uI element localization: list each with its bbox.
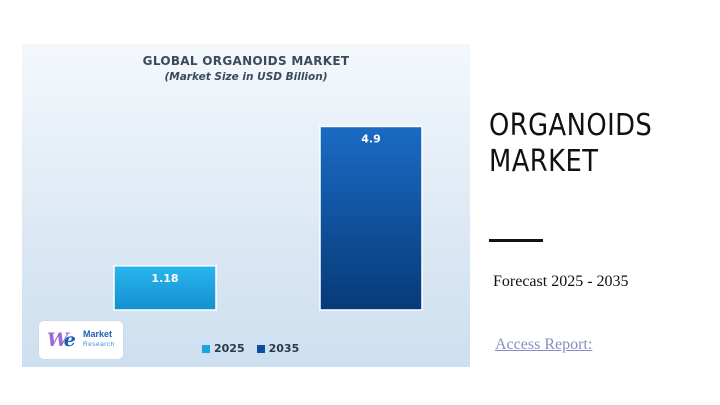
chart-panel: GLOBAL ORGANOIDS MARKET (Market Size in … xyxy=(22,44,470,367)
legend-label-2035: 2035 xyxy=(268,342,300,355)
logo-text-research: Research xyxy=(83,341,115,348)
legend-item-2035: 2035 xyxy=(256,342,300,355)
legend-label-2025: 2025 xyxy=(214,342,245,355)
legend-swatch-2035 xyxy=(256,344,265,353)
forecast-period: Forecast 2025 - 2035 xyxy=(493,273,629,290)
chart-title: GLOBAL ORGANOIDS MARKET xyxy=(142,54,350,68)
chart-subtitle: (Market Size in USD Billion) xyxy=(164,71,328,83)
title-divider xyxy=(489,239,543,242)
page-title-line1: ORGANOIDS xyxy=(489,108,653,143)
chart-legend: 2025 2035 xyxy=(202,342,299,355)
logo-mark: We xyxy=(47,329,76,351)
access-report-link[interactable]: Access Report: xyxy=(495,336,593,353)
legend-swatch-2025 xyxy=(202,344,210,353)
legend-item-2025: 2025 xyxy=(202,342,245,355)
bar-2035 xyxy=(319,125,423,311)
page-title-line2: MARKET xyxy=(489,144,599,179)
data-label-2035: 4.9 xyxy=(361,132,381,145)
chart-plot: 1.18 4.9 xyxy=(113,125,423,311)
data-label-2025: 1.18 xyxy=(151,272,178,285)
logo-text-market: Market xyxy=(83,329,113,339)
bar-2025 xyxy=(113,265,217,311)
company-logo: We Market Research xyxy=(38,320,124,360)
page-title: ORGANOIDS MARKET xyxy=(489,108,678,180)
